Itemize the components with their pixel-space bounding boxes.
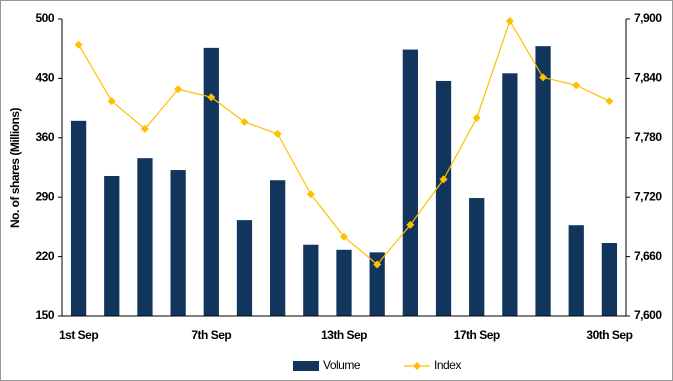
bar	[336, 249, 352, 316]
y-tick-label: 220	[35, 249, 54, 263]
bar	[303, 244, 319, 316]
y-tick-label: 290	[35, 189, 54, 203]
x-tick-label: 17th Sep	[454, 328, 500, 342]
bar	[170, 170, 186, 316]
marker	[539, 73, 548, 82]
marker	[140, 124, 149, 133]
marker	[340, 232, 348, 241]
x-tick-label: 1st Sep	[59, 328, 98, 342]
y2-tick-label: 7,600	[634, 308, 662, 322]
bar	[104, 175, 120, 316]
legend-swatch	[293, 361, 319, 371]
legend-marker	[413, 362, 421, 370]
marker	[107, 97, 116, 106]
y-tick-label: 500	[35, 11, 54, 25]
x-tick-label: 30th Sep	[586, 328, 632, 342]
y-tick-label: 150	[35, 308, 54, 322]
marker	[505, 16, 514, 25]
marker	[174, 85, 183, 94]
bar	[203, 47, 219, 316]
bar	[502, 73, 518, 317]
marker	[572, 81, 581, 90]
marker	[472, 114, 481, 122]
marker	[406, 220, 415, 229]
marker	[273, 129, 282, 138]
y2-tick-label: 7,840	[634, 71, 662, 85]
marker	[605, 97, 614, 106]
y2-tick-label: 7,660	[634, 249, 662, 263]
y-tick-label: 360	[35, 130, 54, 144]
bar	[236, 220, 253, 316]
bar	[137, 158, 153, 316]
marker	[306, 190, 315, 199]
bar	[568, 225, 584, 316]
bar	[402, 49, 418, 316]
legend-label: Index	[434, 358, 461, 372]
y2-tick-label: 7,780	[634, 130, 662, 144]
legend-label: Volume	[323, 358, 361, 372]
marker	[207, 93, 216, 102]
x-tick-label: 7th Sep	[191, 328, 231, 342]
marker	[439, 175, 448, 184]
bar	[435, 80, 452, 317]
y2-tick-label: 7,900	[634, 11, 662, 25]
bar	[601, 243, 618, 316]
marker	[74, 40, 83, 49]
bar	[369, 252, 385, 316]
y-axis-title: No. of shares (Millions)	[8, 107, 22, 228]
y-tick-label: 430	[35, 71, 54, 85]
x-tick-label: 13th Sep	[321, 328, 367, 342]
marker	[373, 260, 382, 269]
bar	[469, 198, 485, 316]
bar	[70, 120, 87, 316]
bar	[535, 46, 551, 316]
marker	[240, 117, 249, 126]
bar	[270, 180, 286, 316]
y2-tick-label: 7,720	[634, 189, 662, 203]
